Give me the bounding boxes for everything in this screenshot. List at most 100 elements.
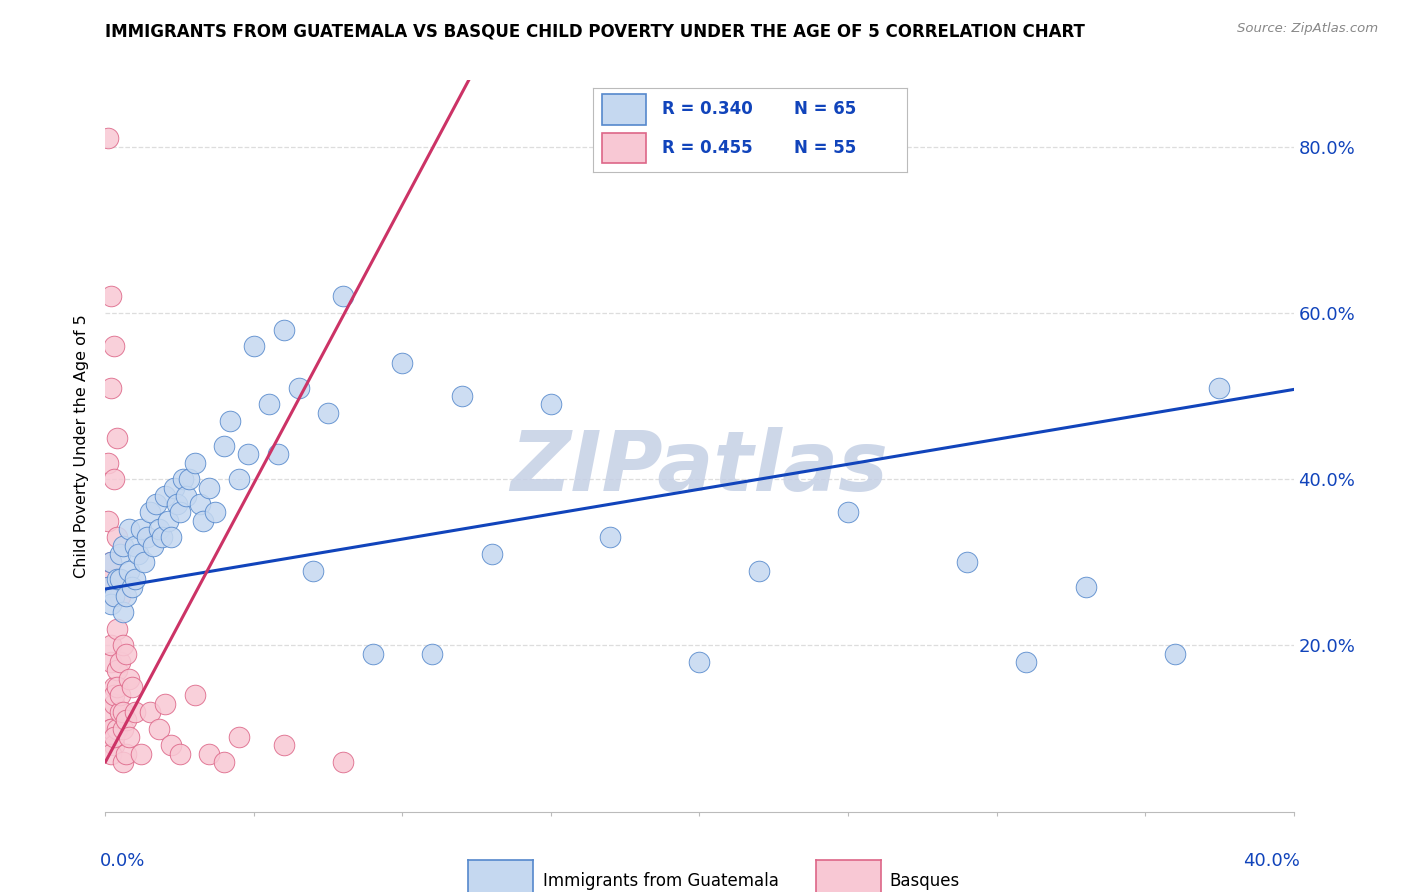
Point — [183, 456, 205, 470]
Point — [132, 555, 155, 569]
Point — [273, 738, 295, 752]
Point — [110, 589, 132, 603]
Point — [105, 680, 128, 694]
Point — [103, 680, 125, 694]
Point — [159, 738, 181, 752]
Point — [236, 447, 259, 461]
Point — [163, 481, 186, 495]
Point — [118, 730, 141, 744]
Point — [228, 730, 250, 744]
Point — [110, 705, 132, 719]
Point — [172, 472, 194, 486]
Point — [118, 522, 141, 536]
Point — [103, 472, 125, 486]
Point — [956, 555, 979, 569]
Point — [139, 705, 162, 719]
Point — [124, 705, 146, 719]
Point — [100, 747, 122, 761]
Point — [1074, 580, 1097, 594]
Point — [97, 705, 120, 719]
Point — [112, 539, 135, 553]
Point — [100, 722, 122, 736]
Point — [115, 589, 138, 603]
Point — [139, 506, 162, 520]
Point — [100, 555, 122, 569]
Text: 40.0%: 40.0% — [1243, 852, 1299, 870]
Point — [174, 489, 197, 503]
Point — [267, 447, 290, 461]
Point — [121, 680, 143, 694]
Point — [332, 755, 354, 769]
Point — [105, 622, 128, 636]
Point — [169, 747, 191, 761]
Point — [100, 555, 122, 569]
Point — [689, 655, 711, 669]
Point — [110, 547, 132, 561]
Point — [121, 580, 143, 594]
Point — [103, 730, 125, 744]
Point — [97, 514, 120, 528]
Point — [193, 514, 215, 528]
Point — [97, 456, 120, 470]
Point — [150, 530, 173, 544]
Point — [219, 414, 242, 428]
Point — [198, 481, 221, 495]
Point — [257, 397, 280, 411]
Point — [148, 522, 170, 536]
Point — [97, 131, 120, 145]
Text: Immigrants from Guatemala: Immigrants from Guatemala — [543, 872, 779, 890]
Point — [100, 597, 122, 611]
Point — [1015, 655, 1038, 669]
Point — [110, 689, 132, 703]
Point — [214, 755, 236, 769]
Point — [103, 738, 125, 752]
Point — [169, 506, 191, 520]
Point — [837, 506, 859, 520]
Point — [112, 755, 135, 769]
Point — [105, 664, 128, 678]
Point — [110, 572, 132, 586]
Point — [100, 655, 122, 669]
Text: 0.0%: 0.0% — [100, 852, 145, 870]
Point — [100, 722, 122, 736]
Point — [105, 530, 128, 544]
Point — [599, 530, 621, 544]
Point — [204, 506, 226, 520]
Point — [112, 639, 135, 653]
Point — [748, 564, 770, 578]
Point — [129, 522, 152, 536]
Point — [166, 497, 188, 511]
Point — [145, 497, 167, 511]
Point — [124, 539, 146, 553]
Point — [1208, 381, 1230, 395]
Point — [103, 589, 125, 603]
Point — [112, 605, 135, 619]
Point — [100, 381, 122, 395]
Point — [110, 655, 132, 669]
Point — [420, 647, 443, 661]
Point — [153, 489, 176, 503]
Point — [115, 747, 138, 761]
Point — [1164, 647, 1187, 661]
Point — [190, 497, 212, 511]
Point — [129, 747, 152, 761]
Point — [159, 530, 181, 544]
Text: Source: ZipAtlas.com: Source: ZipAtlas.com — [1237, 22, 1378, 36]
Point — [316, 406, 339, 420]
Point — [148, 722, 170, 736]
Point — [105, 431, 128, 445]
Point — [142, 539, 165, 553]
Point — [115, 647, 138, 661]
Point — [332, 289, 354, 303]
Text: IMMIGRANTS FROM GUATEMALA VS BASQUE CHILD POVERTY UNDER THE AGE OF 5 CORRELATION: IMMIGRANTS FROM GUATEMALA VS BASQUE CHIL… — [105, 22, 1085, 40]
Point — [103, 589, 125, 603]
Point — [481, 547, 503, 561]
Point — [118, 564, 141, 578]
Point — [103, 339, 125, 353]
Point — [112, 705, 135, 719]
Point — [243, 339, 266, 353]
Point — [127, 547, 149, 561]
Point — [540, 397, 562, 411]
Point — [100, 572, 122, 586]
Point — [198, 747, 221, 761]
